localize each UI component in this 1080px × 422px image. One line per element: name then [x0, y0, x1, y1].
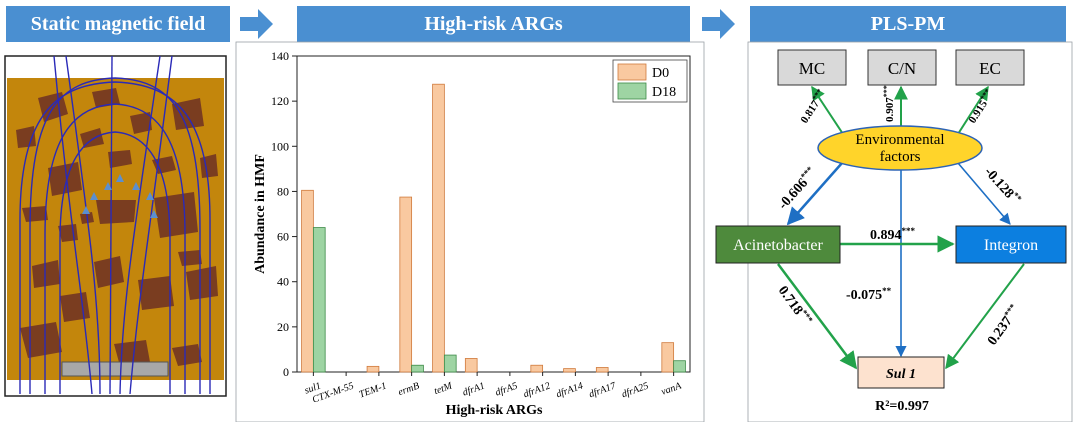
y-tick-label: 100 [271, 139, 289, 153]
node-ec-label: EC [979, 59, 1001, 78]
bar-d18-tetm [443, 354, 457, 373]
bar-d0-tetm [432, 83, 445, 373]
middle-panel-title: High-risk ARGs [297, 6, 690, 42]
node-sul1-label: Sul 1 [886, 367, 916, 382]
y-ticks: 0 20 40 60 80 100 120 140 [271, 49, 297, 379]
bar-d0-dfra1 [464, 358, 478, 373]
plot-area [296, 55, 691, 373]
y-tick-label: 40 [277, 275, 289, 289]
arrow-env-ec [957, 85, 989, 135]
field-lines [19, 55, 211, 395]
arrow-env-integron [957, 162, 1011, 225]
node-ec: EC [955, 49, 1025, 86]
arrow-env-mc [811, 85, 844, 135]
coef-env-cn: 0.907*** [882, 85, 896, 122]
field-arrowheads [82, 174, 158, 218]
bar-d0-tem-1 [366, 365, 380, 373]
node-integron-label: Integron [984, 237, 1038, 254]
arrow-integron-sul1 [945, 263, 1025, 370]
y-tick-label: 80 [277, 184, 289, 198]
bar-d0-dfra12 [530, 364, 544, 373]
node-cn: C/N [867, 49, 937, 86]
bar-d18-vana [673, 360, 686, 373]
bar-d18-sul1 [312, 227, 326, 373]
legend-label-d0: D0 [652, 66, 669, 81]
bar-d0-dfra17 [595, 367, 609, 373]
x-tick-label: sul1 [303, 381, 322, 397]
x-axis-label: High-risk ARGs [446, 403, 543, 418]
left-panel-title: Static magnetic field [6, 6, 230, 42]
coef-acinetobacter-integron: 0.894*** [870, 226, 916, 243]
y-axis-label: Abundance in HMF [253, 154, 268, 274]
bar-d0-dfra14 [563, 368, 576, 373]
r-squared: R²=0.997 [875, 399, 929, 414]
node-acinetobacter: Acinetobacter [715, 225, 841, 264]
node-env-label-line1: Environmental [855, 132, 944, 148]
y-tick-label: 120 [271, 94, 289, 108]
arrow-env-acinetobacter [786, 162, 843, 226]
bars [301, 83, 686, 373]
y-tick-label: 0 [283, 365, 289, 379]
node-cn-label: C/N [888, 59, 916, 78]
magnetic-field-illustration [4, 55, 227, 397]
arrow-acinetobacter-sul1 [777, 263, 858, 370]
node-mc: MC [777, 49, 847, 86]
plspm-diagram: MC C/N EC Environmental factors Acinetob… [715, 41, 1073, 422]
legend-label-d18: D18 [652, 85, 676, 100]
coef-env-sul1: -0.075** [846, 286, 892, 303]
bar-d18-ermb [411, 364, 424, 373]
node-acinetobacter-label: Acinetobacter [733, 237, 823, 254]
flow-arrow-1 [240, 9, 273, 39]
legend-swatch-d0 [617, 63, 647, 81]
legend: D0 D18 [612, 59, 688, 103]
bar-d0-sul1 [301, 189, 314, 373]
right-panel-title: PLS-PM [750, 6, 1066, 42]
legend-swatch-d18 [617, 82, 647, 100]
y-tick-label: 20 [277, 320, 289, 334]
node-mc-label: MC [799, 59, 825, 78]
node-integron: Integron [955, 225, 1067, 264]
node-environmental-factors: Environmental factors [817, 125, 983, 171]
bar-d0-vana [661, 342, 675, 373]
node-sul1: Sul 1 [857, 356, 945, 389]
y-tick-label: 60 [277, 230, 289, 244]
y-tick-label: 140 [271, 49, 289, 63]
node-env-label-line2: factors [880, 149, 921, 165]
bar-d0-ermb [399, 196, 413, 373]
flow-arrow-2 [702, 9, 735, 39]
